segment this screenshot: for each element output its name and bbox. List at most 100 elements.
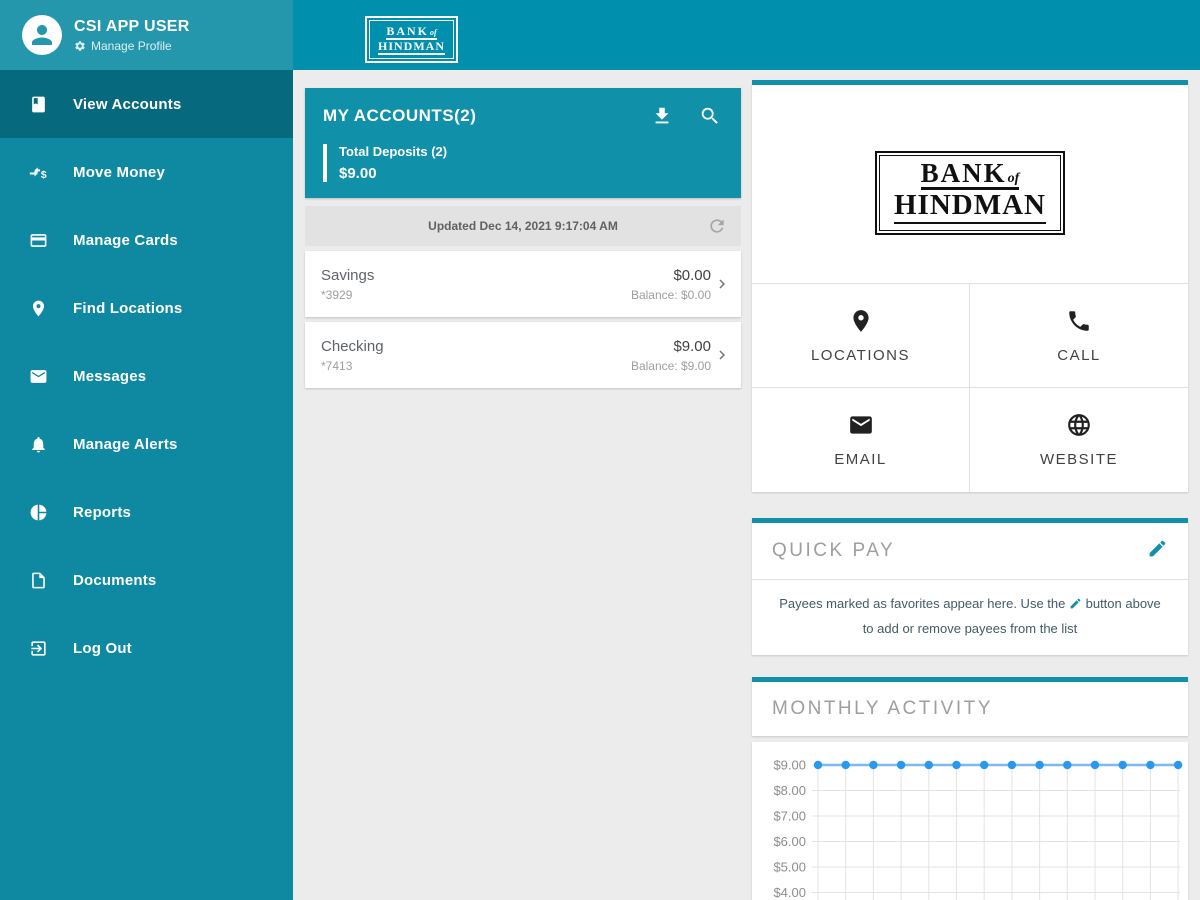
account-number: *7413 xyxy=(321,358,353,373)
manage-profile-link[interactable]: Manage Profile xyxy=(74,39,190,53)
account-amounts: $0.00 Balance: $0.00 xyxy=(631,267,711,302)
sidebar-item-find-locations[interactable]: Find Locations xyxy=(0,274,293,342)
quick-pay-edit-button[interactable] xyxy=(1147,538,1168,564)
total-deposits-value: $9.00 xyxy=(339,165,377,182)
sidebar-item-messages[interactable]: Messages xyxy=(0,342,293,410)
sidebar-item-manage-cards[interactable]: Manage Cards xyxy=(0,206,293,274)
account-info: Checking *7413 xyxy=(321,338,631,373)
download-icon[interactable] xyxy=(651,105,673,127)
sidebar-nav: View Accounts $ Move Money Manage Cards … xyxy=(0,70,293,682)
move-money-icon: $ xyxy=(27,163,49,182)
user-block: CSI APP USER Manage Profile xyxy=(74,18,190,53)
sidebar-item-label: View Accounts xyxy=(73,95,182,113)
search-icon[interactable] xyxy=(699,105,721,127)
credit-card-icon xyxy=(27,231,49,250)
bank-logo-main-inner: BANKof HINDMAN xyxy=(879,155,1061,232)
sidebar-item-label: Find Locations xyxy=(73,299,183,317)
bank-contact-card: BANKof HINDMAN LOCATIONS CALL EMAIL WEBS… xyxy=(752,80,1188,492)
refresh-button[interactable] xyxy=(707,216,727,239)
bank-logo-wrap: BANKof HINDMAN xyxy=(752,151,1188,236)
bank-logo-line1: BANK xyxy=(920,158,1007,188)
website-label: WEBSITE xyxy=(1039,451,1118,468)
chevron-right-icon xyxy=(711,275,733,293)
sidebar-item-label: Reports xyxy=(73,503,132,521)
account-amount: $0.00 xyxy=(673,266,711,284)
bank-logo-line2: HINDMAN xyxy=(378,39,445,56)
sidebar: CSI APP USER Manage Profile View Account… xyxy=(0,0,293,900)
contact-actions-grid: LOCATIONS CALL EMAIL WEBSITE xyxy=(752,283,1188,492)
account-balance: Balance: $9.00 xyxy=(630,358,711,373)
account-number: *3929 xyxy=(321,287,353,302)
sidebar-item-label: Documents xyxy=(73,571,157,589)
sidebar-item-label: Manage Alerts xyxy=(73,435,178,453)
quick-pay-description-after: button above to add or remove payees fro… xyxy=(862,596,1161,636)
sidebar-item-documents[interactable]: Documents xyxy=(0,546,293,614)
sidebar-item-label: Messages xyxy=(73,367,147,385)
updated-bar: Updated Dec 14, 2021 9:17:04 AM xyxy=(305,206,741,246)
sidebar-item-reports[interactable]: Reports xyxy=(0,478,293,546)
account-name: Checking xyxy=(321,337,384,355)
bell-icon xyxy=(27,435,49,454)
bank-logo-line2: HINDMAN xyxy=(894,189,1046,225)
quick-pay-title: QUICK PAY xyxy=(772,540,896,561)
refresh-icon xyxy=(710,219,724,233)
total-deposits-label: Total Deposits (2) xyxy=(339,144,448,159)
quick-pay-description-before: Payees marked as favorites appear here. … xyxy=(779,596,1066,611)
sidebar-item-label: Manage Cards xyxy=(73,231,178,249)
sidebar-user-header: CSI APP USER Manage Profile xyxy=(0,0,293,70)
locations-label: LOCATIONS xyxy=(810,346,911,364)
website-button[interactable]: WEBSITE xyxy=(970,388,1188,492)
svg-text:$8.00: $8.00 xyxy=(773,783,806,798)
monthly-activity-chart-card: $9.00 $8.00 $7.00 $6.00 $5.00 $4.00 xyxy=(752,742,1188,900)
envelope-icon xyxy=(849,416,872,434)
sidebar-item-manage-alerts[interactable]: Manage Alerts xyxy=(0,410,293,478)
pie-chart-icon xyxy=(27,503,49,522)
sidebar-item-label: Log Out xyxy=(73,639,132,657)
total-deposits-block: Total Deposits (2) $9.00 xyxy=(323,144,741,182)
avatar-person-icon xyxy=(32,25,52,45)
accounts-book-icon xyxy=(27,95,49,114)
sidebar-item-log-out[interactable]: Log Out xyxy=(0,614,293,682)
account-row-checking[interactable]: Checking *7413 $9.00 Balance: $9.00 xyxy=(305,322,741,388)
my-accounts-panel: MY ACCOUNTS(2) Total Deposits (2) $9.00 … xyxy=(305,88,741,388)
location-pin-icon xyxy=(852,309,869,332)
account-amount: $9.00 xyxy=(673,337,711,355)
pencil-edit-icon xyxy=(1069,596,1082,611)
email-label: EMAIL xyxy=(834,451,887,468)
monthly-activity-chart: $9.00 $8.00 $7.00 $6.00 $5.00 $4.00 xyxy=(773,758,1183,900)
svg-text:$7.00: $7.00 xyxy=(773,809,806,824)
my-accounts-title-row: MY ACCOUNTS(2) xyxy=(305,88,741,138)
sidebar-item-move-money[interactable]: $ Move Money xyxy=(0,138,293,206)
svg-text:$4.00: $4.00 xyxy=(773,885,806,900)
my-accounts-header: MY ACCOUNTS(2) Total Deposits (2) $9.00 xyxy=(305,88,741,198)
account-info: Savings *3929 xyxy=(321,267,631,302)
account-name: Savings xyxy=(321,266,375,284)
quick-pay-description: Payees marked as favorites appear here. … xyxy=(752,580,1188,653)
gear-icon xyxy=(75,40,85,51)
monthly-activity-card-header: MONTHLY ACTIVITY xyxy=(752,677,1188,736)
bank-logo-header-inner: BANKof HINDMAN xyxy=(369,20,454,60)
bank-logo-main: BANKof HINDMAN xyxy=(875,151,1065,236)
my-accounts-title: MY ACCOUNTS(2) xyxy=(323,106,477,125)
call-label: CALL xyxy=(1057,346,1101,364)
account-row-savings[interactable]: Savings *3929 $0.00 Balance: $0.00 xyxy=(305,251,741,317)
locations-button[interactable]: LOCATIONS xyxy=(752,284,970,388)
email-button[interactable]: EMAIL xyxy=(752,388,970,492)
call-button[interactable]: CALL xyxy=(970,284,1188,388)
quick-pay-header: QUICK PAY xyxy=(752,523,1188,580)
globe-icon xyxy=(1068,414,1090,436)
avatar[interactable] xyxy=(22,15,62,55)
quick-pay-card: QUICK PAY Payees marked as favorites app… xyxy=(752,518,1188,655)
document-icon xyxy=(27,571,49,590)
my-accounts-tools xyxy=(651,99,721,127)
manage-profile-label: Manage Profile xyxy=(91,38,172,53)
sidebar-item-view-accounts[interactable]: View Accounts xyxy=(0,70,293,138)
logout-icon xyxy=(27,639,49,658)
phone-icon xyxy=(1069,310,1089,331)
svg-text:$: $ xyxy=(40,170,46,181)
monthly-activity-title: MONTHLY ACTIVITY xyxy=(772,698,993,719)
user-name: CSI APP USER xyxy=(74,17,190,35)
bank-logo-of: of xyxy=(1007,171,1020,186)
account-balance: Balance: $0.00 xyxy=(630,287,711,302)
